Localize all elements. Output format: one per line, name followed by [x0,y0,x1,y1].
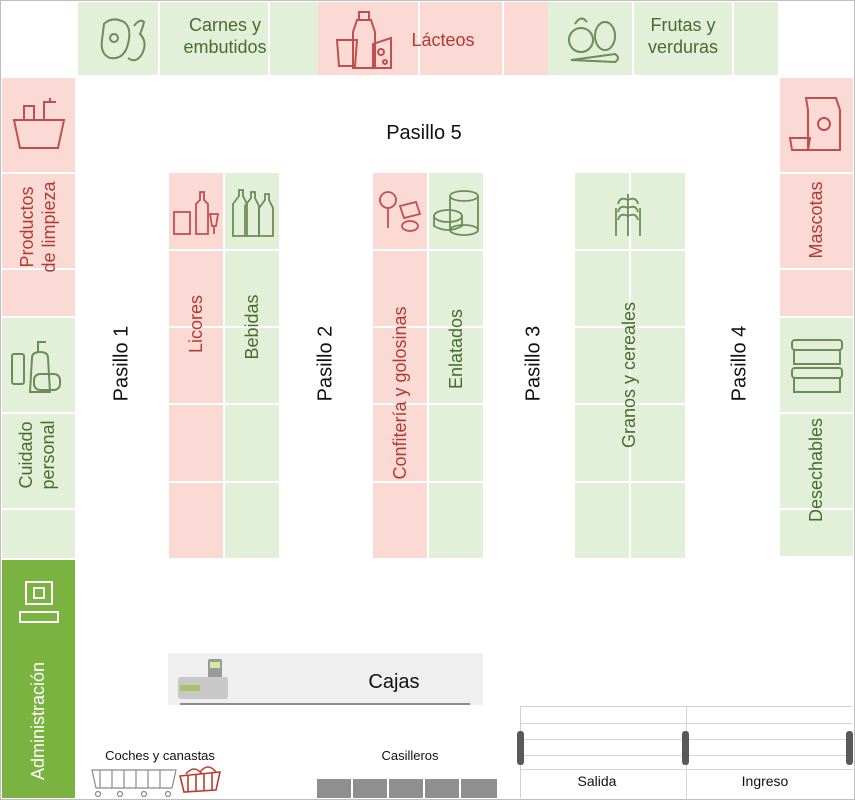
locker [389,779,423,798]
aisle-4: Pasillo 4 [728,325,751,402]
grain-icon [615,194,641,236]
meat-icon [100,18,146,62]
section-lacteos [318,2,548,75]
shelf-bebidas-label: Bebidas [242,294,262,360]
pet-food-icon [788,97,841,151]
cleaning-icon [12,98,66,149]
shelf-granos-label: Granos y cereales [619,301,639,449]
shopping-carts-icon [91,766,222,798]
cash-register-icon [178,659,228,699]
gate-post [517,731,524,765]
shelf-licores-label: Licores [186,294,206,354]
section-lacteos-label: Lácteos [411,30,475,50]
shelf-confiteria-label: Confitería y golosinas [390,306,410,480]
section-frutas [548,2,778,75]
section-admin [2,560,75,798]
section-cuidado-label: Cuidado personal [16,420,58,490]
carts-label: Coches y canastas [105,748,215,763]
section-admin-label: Administración [28,661,48,781]
aisle-5: Pasillo 5 [386,122,462,144]
locker [317,779,351,798]
section-limpieza-label: Productos de limpieza [17,181,59,273]
computer-icon [19,581,59,623]
checkout-counter-line [180,703,470,705]
shelf-enlatados-label: Enlatados [446,308,466,390]
checkout-label: Cajas [368,671,420,693]
aisle-2: Pasillo 2 [314,325,337,402]
liquor-icon [173,191,220,235]
shelf-licores [169,173,223,558]
shelf-enlatados [429,173,483,558]
gate-post [682,731,689,765]
locker [425,779,459,798]
aisle-1: Pasillo 1 [110,325,133,402]
section-frutas-label: Frutas y verduras [647,15,719,57]
fruits-icon [568,17,619,64]
shelf-confiteria [373,173,427,558]
section-mascotas-label: Mascotas [806,181,826,259]
candy-icon [379,191,422,232]
section-cuidado [2,318,75,558]
shelf-granos [575,173,685,558]
section-limpieza [2,78,75,316]
disposable-containers-icon [791,339,843,393]
entrance-label: Ingreso [741,773,789,789]
gate-post [846,731,853,765]
aisle-3: Pasillo 3 [522,325,545,402]
exit-label: Salida [577,773,617,789]
section-desechables-label: Desechables [806,417,826,523]
drinks-icon [232,189,274,237]
locker [461,779,497,798]
dairy-icon [335,11,392,69]
shelf-bebidas [225,173,279,558]
canned-food-icon [433,190,479,236]
lockers-label: Casilleros [381,748,439,763]
personal-care-icon [11,341,61,393]
locker [353,779,387,798]
section-carnes-label: Carnes y embutidos [183,15,267,57]
lockers [317,779,497,798]
